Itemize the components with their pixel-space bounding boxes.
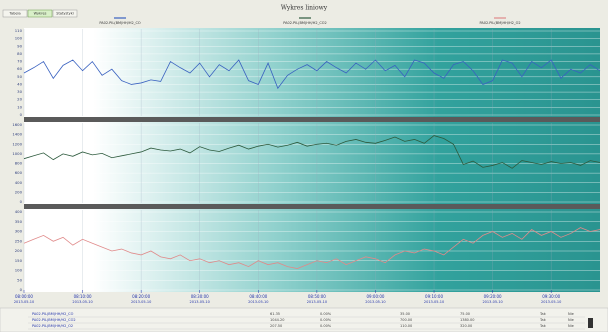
table-cell: 61.35: [270, 312, 280, 316]
table-cell: 0.00%: [320, 318, 332, 322]
y-tick-label: 0: [20, 287, 23, 292]
y-tick-label: 1400: [12, 132, 22, 137]
y-tick-label: 300: [15, 229, 23, 234]
table-cell: PA02.PIL(BM)HH/H2_CO2: [32, 318, 76, 322]
x-tick-date: 2013-05-10: [307, 300, 327, 304]
x-tick-label: 09:30:00: [542, 294, 560, 299]
y-tick-label: 200: [15, 189, 23, 194]
x-tick-label: 08:30:00: [191, 294, 209, 299]
tab-label: Statystyki: [56, 12, 73, 16]
table-cell: 1380.00: [460, 318, 474, 322]
y-tick-label: 40: [17, 81, 22, 86]
y-tick-label: 100: [15, 268, 23, 273]
x-tick-label: 09:00:00: [366, 294, 384, 299]
scroll-handle[interactable]: [588, 318, 593, 328]
table-cell: 35.00: [400, 312, 410, 316]
y-tick-label: 80: [17, 51, 22, 56]
series-line: [23, 227, 601, 269]
x-tick-date: 2013-05-10: [248, 300, 268, 304]
y-tick-label: 70: [17, 59, 22, 64]
table-cell: 75.00: [460, 312, 470, 316]
x-tick-label: 08:10:00: [74, 294, 92, 299]
table-cell: Tak: [539, 312, 547, 316]
table-cell: Tak: [539, 324, 547, 328]
table-cell: 110.00: [400, 324, 412, 328]
x-tick-label: 08:20:00: [132, 294, 150, 299]
legend-label: PA02.PIL(BM)HH/H2_O2: [479, 21, 520, 25]
table-cell: 1044.20: [270, 318, 284, 322]
panel-separator: [24, 204, 600, 209]
y-tick-label: 600: [15, 170, 23, 175]
y-tick-label: 90: [17, 43, 22, 48]
y-tick-label: 350: [15, 219, 23, 224]
table-cell: Nie: [568, 318, 574, 322]
table-cell: 700.00: [400, 318, 412, 322]
tab[interactable]: [52, 9, 78, 18]
x-tick-label: 09:10:00: [425, 294, 443, 299]
y-tick-label: 110: [15, 28, 23, 33]
x-tick-date: 2013-05-10: [365, 300, 385, 304]
x-tick-date: 2013-05-10: [424, 300, 444, 304]
tab-label: Tabela: [8, 12, 20, 16]
y-tick-label: 1200: [12, 141, 22, 146]
table-cell: 0.00%: [320, 324, 332, 328]
table-cell: 0.00%: [320, 312, 332, 316]
table-cell: Nie: [568, 324, 574, 328]
y-tick-label: 150: [15, 258, 23, 263]
y-tick-label: 400: [15, 180, 23, 185]
tab[interactable]: [27, 9, 53, 18]
series-line: [23, 135, 601, 169]
series-line: [23, 59, 601, 90]
table-cell: PA02.PIL(BM)HH/H2_CO: [32, 312, 74, 316]
y-tick-label: 10: [17, 104, 22, 109]
y-tick-label: 0: [20, 112, 23, 117]
y-tick-label: 30: [17, 89, 22, 94]
panel-separator: [24, 117, 600, 122]
y-tick-label: 50: [17, 277, 22, 282]
y-tick-label: 100: [15, 36, 23, 41]
table-cell: 320.00: [460, 324, 472, 328]
x-tick-label: 08:50:00: [308, 294, 326, 299]
legend-label: PA02.PIL(BM)HH/H2_CO2: [283, 21, 327, 25]
table-cell: PA02.PIL(BM)HH/H2_O2: [32, 324, 73, 328]
tabs: Tabela Wykres Statystyki: [2, 9, 78, 18]
y-tick-label: 800: [15, 161, 23, 166]
tab-label: Wykres: [34, 12, 47, 16]
y-tick-label: 50: [17, 74, 22, 79]
table-cell: Tak: [539, 318, 547, 322]
x-tick-label: 08:00:00: [15, 294, 33, 299]
x-tick-label: 09:20:00: [484, 294, 502, 299]
y-tick-label: 0: [20, 199, 23, 204]
y-tick-label: 400: [15, 209, 23, 214]
stats-table: [0, 307, 608, 332]
legend-label: PA02.PIL(BM)HH/H2_CO: [99, 21, 141, 25]
y-tick-label: 200: [15, 248, 23, 253]
x-tick-date: 2013-05-10: [190, 300, 210, 304]
x-tick-label: 08:40:00: [249, 294, 267, 299]
y-tick-label: 60: [17, 66, 22, 71]
table-cell: 207.50: [270, 324, 282, 328]
chart-title: Wykres liniowy: [281, 5, 328, 12]
x-tick-date: 2013-05-10: [14, 300, 34, 304]
plot-area: [24, 28, 600, 292]
y-tick-label: 1000: [12, 151, 22, 156]
table-cell: Nie: [568, 312, 574, 316]
tab[interactable]: [2, 9, 28, 18]
x-tick-date: 2013-05-10: [541, 300, 561, 304]
x-tick-date: 2013-05-10: [131, 300, 151, 304]
x-tick-date: 2013-05-10: [482, 300, 502, 304]
y-tick-label: 250: [15, 238, 23, 243]
x-tick-date: 2013-05-10: [72, 300, 92, 304]
y-tick-label: 1600: [12, 122, 22, 127]
y-tick-label: 20: [17, 97, 22, 102]
